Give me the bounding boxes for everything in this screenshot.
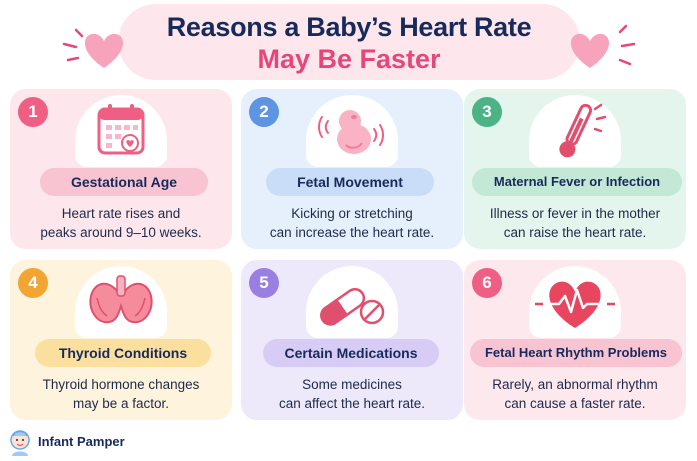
card-description: Heart rate rises and peaks around 9–10 w… <box>40 206 202 240</box>
reason-card-heart-rhythm: 6 Fetal Heart Rhythm Problems Rarely, an… <box>464 260 686 420</box>
heart-decoration-left-icon <box>62 28 124 68</box>
card-title: Maternal Fever or Infection <box>472 168 682 196</box>
thermometer-icon <box>529 95 621 167</box>
card-description: Rarely, an abnormal rhythm can cause a f… <box>492 377 658 411</box>
card-title: Fetal Heart Rhythm Problems <box>470 339 682 367</box>
card-title: Gestational Age <box>40 168 208 196</box>
reason-card-thyroid-conditions: 4 Thyroid Conditions Thyroid hormone cha… <box>10 260 232 420</box>
reason-card-gestational-age: 1 Gestational Age Heart rate rises and p… <box>10 89 232 249</box>
card-description: Kicking or stretching can increase the h… <box>269 206 435 240</box>
heart-decoration-right-icon <box>570 24 636 68</box>
heart-rhythm-icon <box>529 266 621 338</box>
brand-name: Infant Pamper <box>38 434 125 449</box>
thyroid-icon <box>75 266 167 338</box>
card-number-badge: 2 <box>249 97 279 127</box>
reason-card-maternal-fever: 3 Maternal Fever or Infection Illness or… <box>464 89 686 249</box>
page-subtitle: May Be Faster <box>257 44 441 74</box>
card-description: Some medicines can affect the heart rate… <box>278 377 426 411</box>
card-title: Certain Medications <box>263 339 439 367</box>
title-banner: Reasons a Baby’s Heart Rate May Be Faste… <box>118 4 580 80</box>
card-description: Thyroid hormone changes may be a factor. <box>42 377 200 411</box>
calendar-heart-icon <box>75 95 167 167</box>
card-number-badge: 3 <box>472 97 502 127</box>
baby-logo-icon <box>10 430 30 456</box>
card-number-badge: 1 <box>18 97 48 127</box>
brand-footer: Infant Pamper <box>4 426 204 458</box>
fetus-icon <box>306 95 398 167</box>
reason-card-certain-medications: 5 Certain Medications Some medicines can… <box>241 260 463 420</box>
card-number-badge: 4 <box>18 268 48 298</box>
pill-capsule-icon <box>306 266 398 338</box>
card-description: Illness or fever in the mother can raise… <box>489 206 661 240</box>
card-number-badge: 5 <box>249 268 279 298</box>
reason-card-fetal-movement: 2 Fetal Movement Kicking or stretching c… <box>241 89 463 249</box>
page-title: Reasons a Baby’s Heart Rate <box>166 12 532 42</box>
card-title: Thyroid Conditions <box>35 339 211 367</box>
card-number-badge: 6 <box>472 268 502 298</box>
card-title: Fetal Movement <box>266 168 434 196</box>
